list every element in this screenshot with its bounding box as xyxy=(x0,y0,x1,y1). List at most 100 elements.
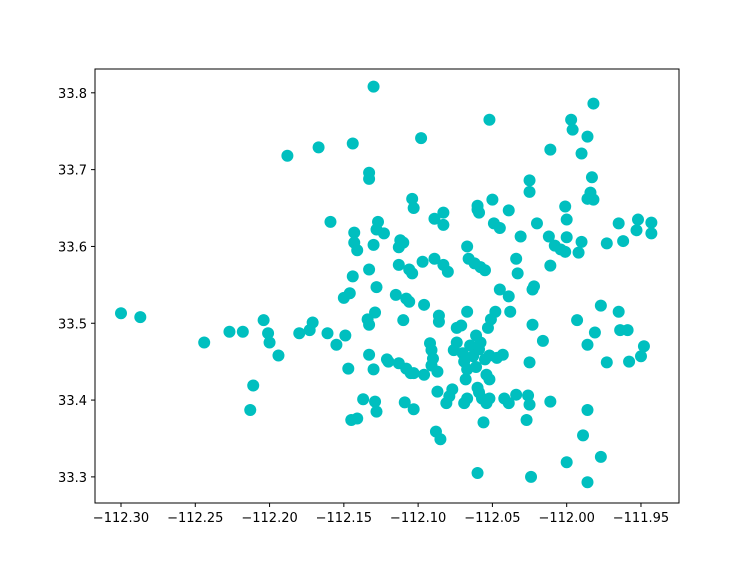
point xyxy=(406,267,419,280)
x-tick-label: −112.25 xyxy=(167,511,223,526)
point xyxy=(461,240,474,253)
point xyxy=(594,299,607,312)
point xyxy=(478,264,491,277)
point xyxy=(441,265,454,278)
point xyxy=(450,336,463,349)
point xyxy=(437,218,450,231)
point xyxy=(363,172,376,185)
point xyxy=(431,365,444,378)
x-tick-label: −112.05 xyxy=(464,511,520,526)
y-tick-label: 33.6 xyxy=(58,240,87,255)
point xyxy=(418,298,431,311)
point xyxy=(560,231,573,244)
point xyxy=(407,202,420,215)
point xyxy=(566,123,579,136)
point xyxy=(418,368,431,381)
point xyxy=(621,324,634,337)
point xyxy=(398,396,411,409)
point xyxy=(542,230,555,243)
point xyxy=(461,392,474,405)
point xyxy=(510,252,523,265)
point xyxy=(471,467,484,480)
point xyxy=(473,206,486,219)
point xyxy=(525,470,538,483)
point xyxy=(600,237,613,250)
point xyxy=(634,350,647,363)
point xyxy=(407,403,420,416)
point xyxy=(407,367,420,380)
point xyxy=(367,363,380,376)
point xyxy=(493,222,506,235)
point xyxy=(330,338,343,351)
point xyxy=(523,356,536,369)
point xyxy=(262,327,275,340)
point xyxy=(346,137,359,150)
point xyxy=(431,385,444,398)
point xyxy=(483,392,496,405)
point xyxy=(631,213,644,226)
x-tick-label: −112.30 xyxy=(93,511,149,526)
y-tick-label: 33.7 xyxy=(58,164,87,179)
point xyxy=(357,393,370,406)
point xyxy=(630,224,643,237)
point xyxy=(544,143,557,156)
point xyxy=(363,348,376,361)
point xyxy=(489,305,502,318)
point xyxy=(382,355,395,368)
x-tick-label: −111.95 xyxy=(613,511,669,526)
point xyxy=(483,373,496,386)
point xyxy=(437,206,450,219)
point xyxy=(544,395,557,408)
point xyxy=(416,255,429,268)
point xyxy=(257,314,270,327)
point xyxy=(426,352,439,365)
point xyxy=(523,174,536,187)
point xyxy=(367,80,380,93)
point xyxy=(312,141,325,154)
point xyxy=(528,280,541,293)
point xyxy=(470,361,483,374)
point xyxy=(559,245,572,258)
point xyxy=(496,348,509,361)
point xyxy=(560,213,573,226)
x-tick-label: −112.20 xyxy=(241,511,297,526)
point xyxy=(544,259,557,272)
point xyxy=(572,246,585,259)
point xyxy=(483,113,496,126)
point xyxy=(493,283,506,296)
point xyxy=(236,325,249,338)
point xyxy=(370,405,383,418)
axes-frame xyxy=(94,68,680,504)
point xyxy=(342,362,355,375)
point xyxy=(575,235,588,248)
point xyxy=(324,215,337,228)
point xyxy=(114,307,127,320)
point xyxy=(645,227,658,240)
point xyxy=(198,336,211,349)
point xyxy=(244,404,257,417)
point xyxy=(434,433,447,446)
point xyxy=(263,336,276,349)
point xyxy=(584,186,597,199)
point xyxy=(363,263,376,276)
point xyxy=(377,227,390,240)
point xyxy=(293,327,306,340)
point xyxy=(343,287,356,300)
point xyxy=(446,383,459,396)
point xyxy=(526,318,539,331)
point xyxy=(560,456,573,469)
point xyxy=(612,217,625,230)
point xyxy=(502,290,515,303)
point xyxy=(346,270,359,283)
point xyxy=(587,97,600,110)
point xyxy=(536,334,549,347)
point xyxy=(502,397,515,410)
point xyxy=(369,395,382,408)
point xyxy=(461,305,474,318)
point xyxy=(645,216,658,229)
point xyxy=(623,355,636,368)
point xyxy=(370,281,383,294)
x-tick-label: −112.10 xyxy=(390,511,446,526)
point xyxy=(247,379,260,392)
